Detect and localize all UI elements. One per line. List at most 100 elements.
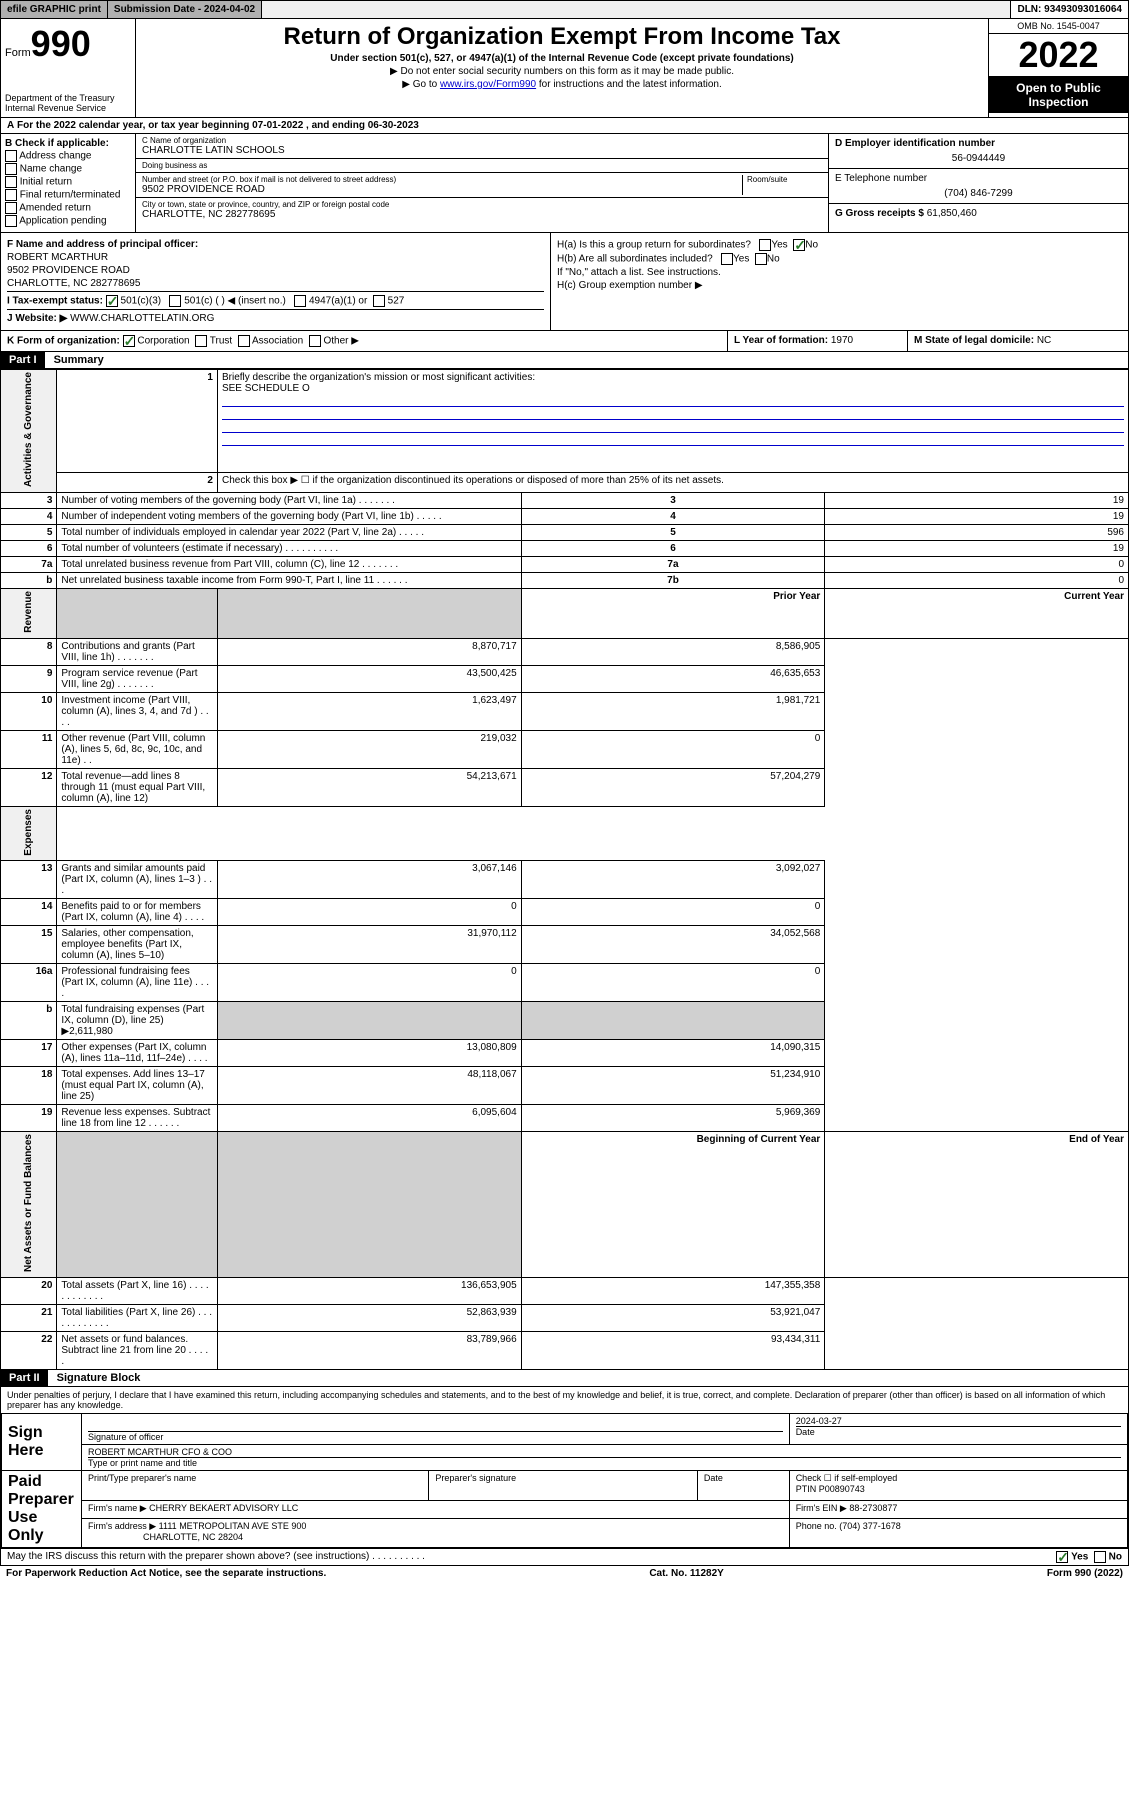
- hb-note: If "No," attach a list. See instructions…: [557, 267, 1122, 278]
- checkbox-501c[interactable]: [169, 295, 181, 307]
- firm-phone: (704) 377-1678: [839, 1521, 901, 1531]
- firm-phone-label: Phone no.: [796, 1521, 837, 1531]
- part2-head: Part II Signature Block: [0, 1370, 1129, 1387]
- declaration-text: Under penalties of perjury, I declare th…: [1, 1387, 1128, 1413]
- j-label: J Website: ▶: [7, 313, 67, 324]
- b-option[interactable]: Final return/terminated: [5, 189, 131, 201]
- i-label: I Tax-exempt status:: [7, 296, 103, 307]
- firm-addr2: CHARLOTTE, NC 28204: [143, 1532, 243, 1542]
- row-klm: K Form of organization: Corporation Trus…: [0, 331, 1129, 352]
- l-value: 1970: [831, 335, 853, 346]
- b-option[interactable]: Amended return: [5, 202, 131, 214]
- part2-title: Signature Block: [51, 1370, 147, 1386]
- table-row: 6Total number of volunteers (estimate if…: [1, 541, 1129, 557]
- submission-date-button[interactable]: Submission Date - 2024-04-02: [108, 1, 262, 18]
- e-phone-label: E Telephone number: [835, 173, 1122, 184]
- self-emp-check[interactable]: Check ☐ if self-employed: [796, 1473, 898, 1483]
- table-row: 20Total assets (Part X, line 16) . . . .…: [1, 1278, 1129, 1305]
- section-fhij: F Name and address of principal officer:…: [0, 233, 1129, 331]
- tax-period-row: A For the 2022 calendar year, or tax yea…: [0, 118, 1129, 134]
- footer-mid: Cat. No. 11282Y: [649, 1568, 723, 1579]
- topbar: efile GRAPHIC print Submission Date - 20…: [0, 0, 1129, 19]
- part1-table: Activities & Governance 1 Briefly descri…: [0, 369, 1129, 1370]
- b-option[interactable]: Application pending: [5, 215, 131, 227]
- k-trust[interactable]: [195, 335, 207, 347]
- table-row: 21Total liabilities (Part X, line 26) . …: [1, 1305, 1129, 1332]
- k-label: K Form of organization:: [7, 336, 120, 347]
- footer-right: Form 990 (2022): [1047, 1568, 1123, 1579]
- firm-addr1: 1111 METROPOLITAN AVE STE 900: [159, 1521, 307, 1531]
- phone-value: (704) 846-7299: [835, 188, 1122, 199]
- line2: Check this box ▶ ☐ if the organization d…: [217, 472, 1128, 493]
- officer-printed-name: ROBERT MCARTHUR CFO & COO: [88, 1447, 1121, 1458]
- checkbox-4947[interactable]: [294, 295, 306, 307]
- room-label: Room/suite: [747, 175, 822, 184]
- ha-label: H(a) Is this a group return for subordin…: [557, 240, 751, 251]
- page-footer: For Paperwork Reduction Act Notice, see …: [0, 1566, 1129, 1581]
- k-other[interactable]: [309, 335, 321, 347]
- table-row: 22Net assets or fund balances. Subtract …: [1, 1332, 1129, 1370]
- f-label: F Name and address of principal officer:: [7, 239, 198, 250]
- table-row: 8Contributions and grants (Part VIII, li…: [1, 638, 1129, 665]
- hb-yes[interactable]: [721, 253, 733, 265]
- ha-yes[interactable]: [759, 239, 771, 251]
- form-number: Form990: [5, 23, 131, 65]
- beg-year-header: Beginning of Current Year: [521, 1132, 825, 1278]
- street-label: Number and street (or P.O. box if mail i…: [142, 175, 742, 184]
- open-public-badge: Open to Public Inspection: [989, 77, 1128, 113]
- ptin-value: P00890743: [819, 1484, 865, 1494]
- hb-no[interactable]: [755, 253, 767, 265]
- dln-label: DLN: 93493093016064: [1010, 1, 1128, 18]
- efile-print-button[interactable]: efile GRAPHIC print: [1, 1, 108, 18]
- k-corp[interactable]: [123, 335, 135, 347]
- city-label: City or town, state or province, country…: [142, 200, 822, 209]
- checkbox-501c3[interactable]: [106, 295, 118, 307]
- officer-street: 9502 PROVIDENCE ROAD: [7, 265, 544, 276]
- may-irs-row: May the IRS discuss this return with the…: [0, 1549, 1129, 1566]
- officer-type-label: Type or print name and title: [88, 1458, 197, 1468]
- table-row: 17Other expenses (Part IX, column (A), l…: [1, 1040, 1129, 1067]
- current-year-header: Current Year: [825, 589, 1129, 639]
- footer-left: For Paperwork Reduction Act Notice, see …: [6, 1568, 326, 1579]
- line1-value: SEE SCHEDULE O: [222, 383, 310, 394]
- print-name-label: Print/Type preparer's name: [82, 1471, 429, 1500]
- irs-label: Internal Revenue Service: [5, 103, 131, 113]
- m-value: NC: [1037, 335, 1051, 346]
- vlabel-exp: Expenses: [23, 809, 34, 856]
- omb-number: OMB No. 1545-0047: [989, 19, 1128, 34]
- table-row: 15Salaries, other compensation, employee…: [1, 926, 1129, 964]
- street-value: 9502 PROVIDENCE ROAD: [142, 184, 742, 195]
- table-row: 10Investment income (Part VIII, column (…: [1, 692, 1129, 730]
- mayirs-yes[interactable]: [1056, 1551, 1068, 1563]
- form-note2: ▶ Go to www.irs.gov/Form990 for instruct…: [140, 79, 984, 90]
- table-row: 13Grants and similar amounts paid (Part …: [1, 861, 1129, 899]
- firm-name-label: Firm's name ▶: [88, 1503, 147, 1513]
- hc-label: H(c) Group exemption number ▶: [557, 280, 1122, 291]
- mayirs-no[interactable]: [1094, 1551, 1106, 1563]
- table-row: 18Total expenses. Add lines 13–17 (must …: [1, 1067, 1129, 1105]
- k-assoc[interactable]: [238, 335, 250, 347]
- b-option[interactable]: Address change: [5, 150, 131, 162]
- part1-head: Part I Summary: [0, 352, 1129, 369]
- date-label: Date: [796, 1427, 815, 1437]
- table-row: bTotal fundraising expenses (Part IX, co…: [1, 1002, 1129, 1040]
- b-option[interactable]: Name change: [5, 163, 131, 175]
- eoy-header: End of Year: [825, 1132, 1129, 1278]
- ha-no[interactable]: [793, 239, 805, 251]
- part2-bar: Part II: [1, 1370, 48, 1386]
- checkbox-527[interactable]: [373, 295, 385, 307]
- irs-link[interactable]: www.irs.gov/Form990: [440, 79, 536, 90]
- b-option[interactable]: Initial return: [5, 176, 131, 188]
- table-row: 9Program service revenue (Part VIII, lin…: [1, 665, 1129, 692]
- table-row: 4Number of independent voting members of…: [1, 509, 1129, 525]
- table-row: 16aProfessional fundraising fees (Part I…: [1, 964, 1129, 1002]
- tax-year: 2022: [989, 34, 1128, 77]
- firm-ein: 88-2730877: [849, 1503, 897, 1513]
- sign-here-label: Sign Here: [2, 1414, 82, 1471]
- officer-name: ROBERT MCARTHUR: [7, 252, 544, 263]
- ptin-label: PTIN: [796, 1484, 817, 1494]
- section-b-label: B Check if applicable:: [5, 138, 109, 149]
- table-row: bNet unrelated business taxable income f…: [1, 573, 1129, 589]
- sig-officer-label: Signature of officer: [88, 1432, 163, 1442]
- vlabel-na: Net Assets or Fund Balances: [23, 1134, 34, 1272]
